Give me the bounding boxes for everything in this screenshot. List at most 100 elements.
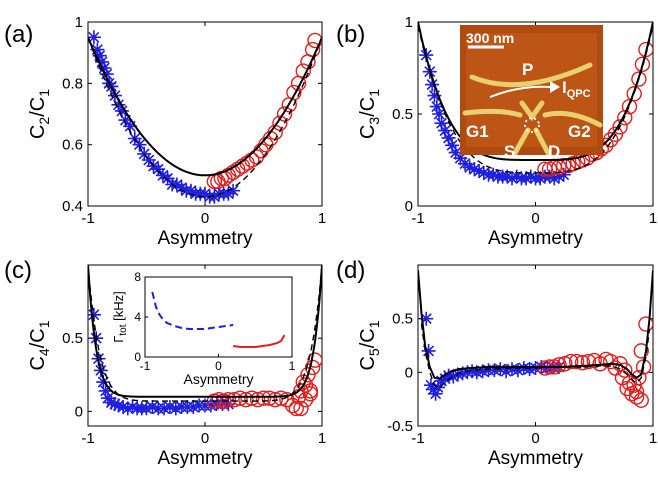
y-tick-label: 0.8 [62, 75, 83, 92]
data-point-star [556, 167, 571, 182]
data-point-star [431, 380, 445, 395]
data-point-star [118, 113, 133, 128]
data-point-circle [568, 353, 585, 370]
data-point-star [446, 369, 461, 384]
model-curve-solid [418, 22, 653, 161]
data-point-circle [631, 71, 647, 87]
y-label-subscript: 4 [36, 348, 52, 356]
gate-d [533, 127, 551, 156]
x-axis-label: Asymmetry [158, 228, 254, 249]
y-label-subscript: 1 [366, 89, 382, 97]
data-point-star [132, 137, 147, 152]
y-label-subscript: 2 [36, 117, 52, 125]
data-point-star [510, 363, 525, 378]
series-circles [537, 41, 653, 177]
x-tick-label: -1 [81, 210, 94, 227]
label-p: P [522, 60, 533, 79]
inset-y-tick-label: 4 [134, 310, 141, 324]
data-point-star [114, 103, 129, 118]
data-point-star [432, 107, 447, 121]
data-point-star [448, 145, 463, 160]
data-point-star [221, 186, 236, 201]
data-point-circle [286, 84, 302, 101]
plot-area [418, 22, 653, 186]
gate-g2 [542, 110, 603, 128]
data-point-circle [285, 397, 301, 414]
data-point-star [429, 99, 444, 114]
data-point-circle [603, 132, 619, 148]
gate-center [519, 100, 545, 122]
inset-y-tick-label: 8 [134, 270, 141, 284]
data-point-star [174, 180, 189, 195]
data-point-star [226, 183, 241, 198]
x-tick-label: 0 [531, 430, 539, 447]
panel-label: (a) [4, 21, 33, 48]
y-tick-label: 0.5 [392, 106, 413, 123]
data-point-circle [261, 390, 278, 406]
y-tick-label: 0 [405, 198, 413, 215]
data-point-star [160, 171, 175, 186]
y-tick-label: 1 [75, 14, 83, 31]
y-tick-label: 0.5 [62, 330, 83, 347]
model-curve-solid [418, 270, 653, 380]
model-curve-solid [88, 265, 322, 398]
data-point-star [107, 397, 122, 411]
scale-bar-label: 300 nm [466, 30, 514, 46]
y-label-subscript: 1 [36, 320, 52, 328]
data-point-star [186, 400, 201, 414]
inset-x-tick-label: 0 [215, 359, 222, 373]
x-tick-label: 1 [318, 430, 326, 447]
data-point-circle [607, 126, 624, 142]
data-point-star [467, 162, 482, 177]
data-point-circle [574, 354, 591, 371]
data-point-star [123, 119, 138, 134]
inset-curve-dashed [151, 291, 234, 330]
y-label-part: C [357, 125, 379, 139]
plot-area [88, 30, 322, 204]
model-curve-dashed [88, 265, 322, 402]
data-point-circle [253, 143, 269, 159]
label-g2: G2 [568, 122, 591, 141]
data-point-star [469, 365, 484, 380]
data-point-star [111, 398, 126, 413]
inset-y-axis-label: Γtot [kHz] [111, 291, 129, 343]
data-point-star [522, 362, 537, 377]
data-point-circle [626, 86, 642, 102]
data-point-circle [633, 343, 649, 359]
data-point-star [207, 189, 222, 204]
y-tick-label: 0 [405, 364, 413, 381]
inset-x-tick-label: 1 [289, 359, 296, 373]
data-point-star [96, 375, 111, 390]
data-point-circle [297, 391, 314, 408]
data-point-star [157, 401, 172, 416]
model-curve-dashed [418, 25, 653, 174]
data-point-circle [563, 353, 579, 370]
y-label-part: / [27, 342, 49, 348]
current-arrow [489, 85, 551, 98]
data-point-star [472, 164, 487, 178]
gate-p [469, 62, 593, 88]
series-circles [206, 32, 322, 190]
data-point-star [125, 400, 140, 414]
x-axis-label: Asymmetry [158, 448, 254, 469]
data-point-star [462, 160, 477, 175]
x-tick-label: 1 [649, 210, 657, 227]
micrograph-texture [466, 33, 597, 147]
data-point-star [116, 400, 131, 414]
gate-g1 [462, 108, 523, 118]
inset-y-label-part: Γ [111, 336, 126, 343]
current-arrowhead [550, 81, 560, 93]
inset-x-axis-label: Asymmetry [184, 371, 254, 387]
inset-y-tick-label: 0 [134, 350, 141, 364]
data-point-star [486, 167, 501, 182]
x-axis-label: Asymmetry [488, 228, 584, 249]
y-tick-label: -0.5 [387, 418, 413, 435]
x-axis-label: Asymmetry [488, 448, 584, 469]
data-point-star [465, 364, 480, 379]
data-point-star [99, 67, 114, 82]
data-point-circle [220, 391, 237, 408]
